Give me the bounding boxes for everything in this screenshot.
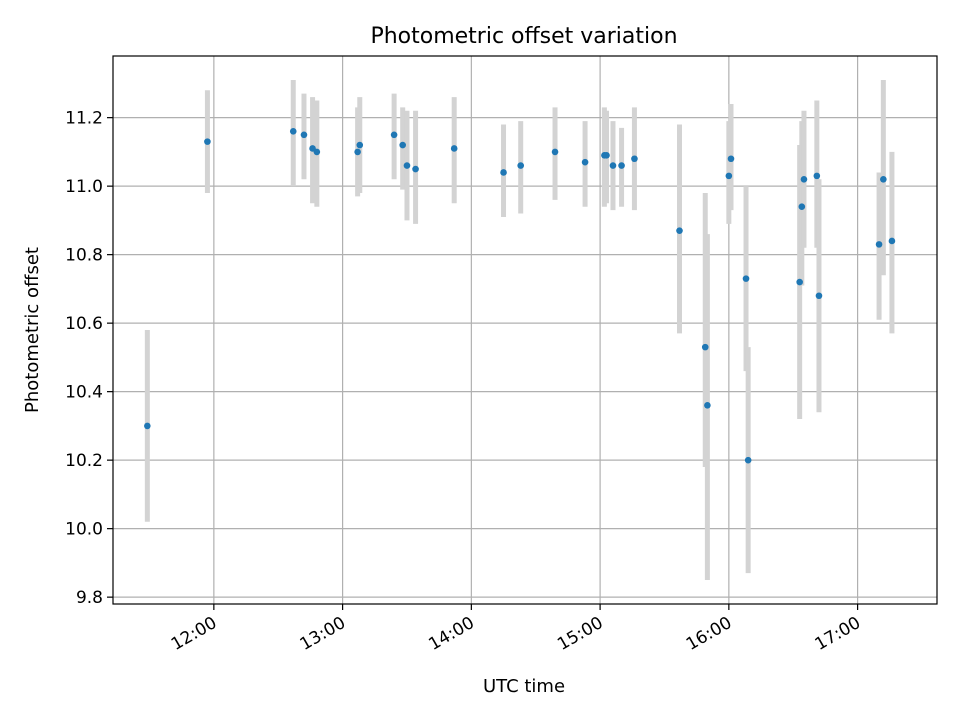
data-point: [813, 172, 821, 180]
data-point: [581, 158, 589, 166]
x-axis-label: UTC time: [483, 676, 565, 697]
data-point: [725, 172, 733, 180]
y-axis-ticks: 9.8 10.0 10.2 10.4 10.6 10.8 11.0 11.2: [65, 109, 113, 608]
data-point: [800, 176, 808, 183]
data-point: [603, 152, 610, 159]
data-point: [676, 227, 683, 234]
data-points: [144, 128, 896, 464]
y-tick-label: 10.4: [65, 383, 103, 403]
data-point: [727, 155, 735, 163]
data-point: [551, 148, 559, 156]
data-point: [609, 162, 617, 169]
data-point: [875, 241, 883, 248]
data-point: [742, 275, 750, 282]
data-point: [618, 162, 625, 169]
data-point: [500, 169, 507, 176]
data-point: [289, 128, 297, 135]
plot-area-frame: [112, 55, 938, 605]
data-point: [517, 162, 525, 169]
y-axis-label: Photometric offset: [22, 247, 43, 413]
data-point: [798, 203, 806, 210]
data-point: [204, 138, 211, 145]
y-tick-label: 9.8: [76, 588, 103, 608]
data-point: [631, 155, 638, 163]
data-point: [412, 165, 419, 173]
data-point: [399, 141, 406, 149]
data-point: [880, 176, 887, 183]
data-point: [354, 148, 361, 156]
data-point: [450, 145, 458, 152]
data-point: [815, 292, 823, 300]
data-point: [356, 141, 364, 149]
y-tick-label: 10.2: [65, 451, 103, 471]
data-point: [888, 237, 896, 245]
y-tick-label: 11.2: [65, 109, 103, 129]
data-point: [744, 456, 752, 464]
y-tick-label: 10.6: [65, 314, 103, 334]
chart-title: Photometric offset variation: [370, 24, 677, 49]
y-tick-label: 11.0: [65, 177, 103, 197]
y-tick-label: 10.8: [65, 246, 103, 266]
data-point: [704, 402, 711, 409]
data-point: [403, 162, 411, 169]
data-point: [390, 131, 398, 139]
data-point: [701, 343, 709, 351]
data-point: [796, 278, 803, 286]
data-point: [144, 422, 151, 430]
data-point: [300, 131, 308, 139]
y-tick-label: 10.0: [65, 520, 103, 540]
data-point: [313, 148, 321, 156]
